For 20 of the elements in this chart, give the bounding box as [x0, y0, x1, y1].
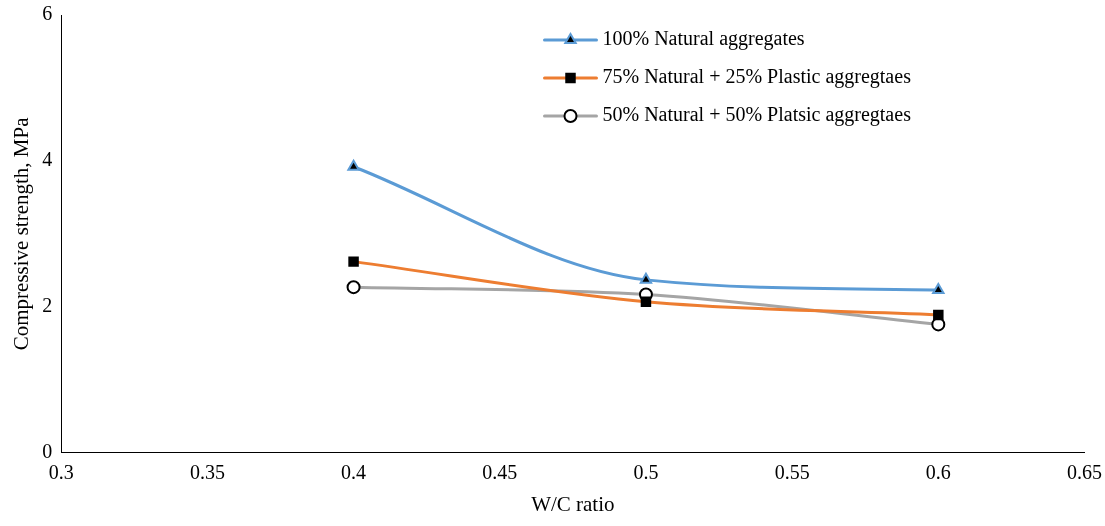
point — [639, 272, 653, 284]
x-tick-label: 0.4 — [341, 461, 367, 484]
legend-label: 75% Natural + 25% Plastic aggregtaes — [602, 65, 912, 89]
legend-label: 100% Natural aggregates — [602, 27, 805, 51]
y-tick-label: 4 — [42, 148, 53, 171]
point — [932, 283, 945, 295]
legend-label: 50% Natural + 50% Platsic aggregtaes — [602, 103, 912, 127]
x-tick-label: 0.3 — [48, 461, 74, 484]
x-tick-label: 0.35 — [189, 461, 225, 484]
x-tick-label: 0.5 — [633, 461, 659, 484]
y-tick-label: 2 — [42, 294, 53, 317]
x-axis-title: W/C ratio — [531, 491, 615, 516]
x-tick-label: 0.6 — [925, 461, 951, 484]
x-tick-label: 0.55 — [774, 461, 810, 484]
x-tick-label: 0.65 — [1067, 461, 1102, 484]
x-tick-label: 0.45 — [482, 461, 518, 484]
y-tick-label: 0 — [42, 440, 53, 463]
y-axis-title: Compressive strength, MPa — [9, 116, 34, 351]
point — [347, 159, 360, 171]
y-tick-label: 6 — [42, 2, 53, 25]
